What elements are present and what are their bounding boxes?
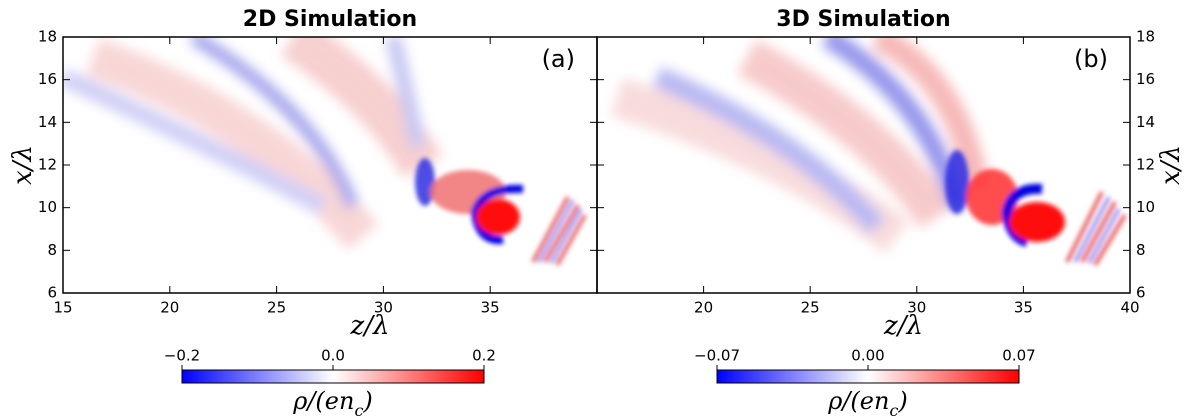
colorbar [181, 369, 485, 384]
y-tick-label: 6 [1136, 284, 1146, 302]
y-tick-label: 14 [38, 113, 57, 131]
field-b [611, 37, 1127, 267]
x-tick-label: 20 [694, 299, 713, 317]
colorbar-tick-label: −0.2 [164, 347, 200, 365]
x-tick-label: 30 [907, 299, 926, 317]
x-tick-label: 25 [267, 299, 286, 317]
y-tick-label: 8 [1136, 241, 1146, 259]
colorbar-label-part: c [354, 401, 363, 416]
x-tick-label: 20 [160, 299, 179, 317]
y-tick-label: 6 [47, 284, 57, 302]
y-tick-label: 16 [38, 70, 57, 88]
colorbar-tick-label: 0.0 [321, 347, 345, 365]
x-axis-label: z/λ [350, 311, 390, 341]
y-tick-label: 14 [1136, 113, 1155, 131]
colorbar-label-part: ) [897, 387, 907, 415]
y-tick-label: 12 [1136, 156, 1155, 174]
field-a [63, 37, 587, 266]
colorbar-tick-label: 0.00 [851, 347, 884, 365]
y-tick-label: 12 [38, 156, 57, 174]
y-tick-label: 10 [1136, 198, 1155, 216]
colorbar-tick-label: −0.07 [694, 347, 740, 365]
colorbar-label-part: c [889, 401, 898, 416]
x-tick-label: 40 [1120, 299, 1139, 317]
x-tick-label: 30 [374, 299, 393, 317]
panel-label: (a) [542, 45, 575, 73]
colorbar-label-part: ρ/(en [827, 387, 889, 415]
colorbar-label: ρ/(enc) [292, 387, 373, 417]
colorbar [716, 369, 1020, 384]
y-axis-label: x/λ [8, 145, 38, 185]
y-tick-label: 18 [38, 28, 57, 46]
x-tick-label: 25 [801, 299, 820, 317]
panel-title: 2D Simulation [243, 7, 417, 32]
y-tick-label: 18 [1136, 28, 1155, 46]
y-tick-label: 8 [47, 241, 57, 259]
x-axis-label: z/λ [883, 311, 923, 341]
x-tick-label: 35 [481, 299, 500, 317]
x-tick-label: 35 [1014, 299, 1033, 317]
y-axis-label: x/λ [1156, 145, 1186, 185]
panel-title: 3D Simulation [776, 7, 950, 32]
colorbar-label-part: ρ/(en [292, 387, 354, 415]
x-tick-label: 15 [53, 299, 72, 317]
y-tick-label: 16 [1136, 70, 1155, 88]
colorbar-tick-label: 0.2 [472, 347, 496, 365]
y-tick-label: 10 [38, 198, 57, 216]
panel-label: (b) [1074, 45, 1108, 73]
colorbar-label: ρ/(enc) [827, 387, 908, 417]
colorbar-tick-label: 0.07 [1002, 347, 1035, 365]
colorbar-label-part: ) [362, 387, 372, 415]
